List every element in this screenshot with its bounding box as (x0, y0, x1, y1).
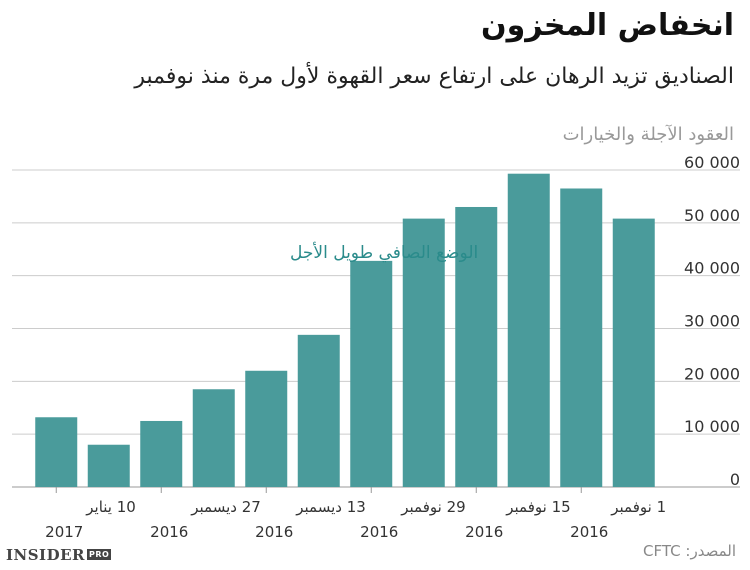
bar (507, 173, 550, 487)
y-tick-label: 50 000 (684, 206, 740, 225)
x-tick-label-date: 15 نوفمبر (505, 498, 570, 516)
bar (297, 334, 340, 487)
y-tick-label: 60 000 (684, 153, 740, 172)
y-axis-unit-label: العقود الآجلة والخيارات (562, 124, 734, 145)
logo-badge: PRO (86, 549, 112, 560)
bar (560, 188, 603, 487)
x-tick-label-year: 2016 (150, 523, 188, 541)
bar (192, 389, 235, 487)
bar (245, 370, 288, 487)
x-tick-label-date: 10 يناير (85, 498, 136, 516)
y-tick-label: 10 000 (684, 417, 740, 436)
x-tick-label-year: 2016 (255, 523, 293, 541)
bar (612, 218, 655, 487)
insider-pro-logo: INSIDER PRO (6, 546, 112, 564)
x-tick-label-year: 2016 (570, 523, 608, 541)
y-tick-label: 40 000 (684, 259, 740, 278)
x-tick-label-year: 2016 (360, 523, 398, 541)
y-tick-label: 30 000 (684, 312, 740, 331)
bar (87, 444, 130, 487)
chart-title: انخفاض المخزون (480, 8, 734, 43)
x-tick-label-date: 13 ديسمبر (295, 498, 366, 516)
x-tick-label-year: 2016 (465, 523, 503, 541)
bar (402, 218, 445, 487)
chart-subtitle: الصناديق تزيد الرهان على ارتفاع سعر القه… (134, 64, 734, 89)
y-tick-label: 20 000 (684, 364, 740, 383)
bar (455, 206, 498, 487)
x-tick-label-date: 1 نوفمبر (610, 498, 666, 516)
x-tick-label-date: 27 ديسمبر (190, 498, 261, 516)
y-tick-label: 0 (730, 470, 740, 489)
x-tick-label-year: 2017 (45, 523, 83, 541)
bar (350, 260, 393, 487)
x-tick-label-date: 29 نوفمبر (400, 498, 465, 516)
source-note: المصدر: CFTC (643, 542, 736, 560)
series-annotation: الوضع الصافي طويل الأجل (290, 242, 478, 263)
bar (35, 417, 78, 487)
logo-text: INSIDER (6, 546, 85, 564)
bar (140, 420, 183, 487)
